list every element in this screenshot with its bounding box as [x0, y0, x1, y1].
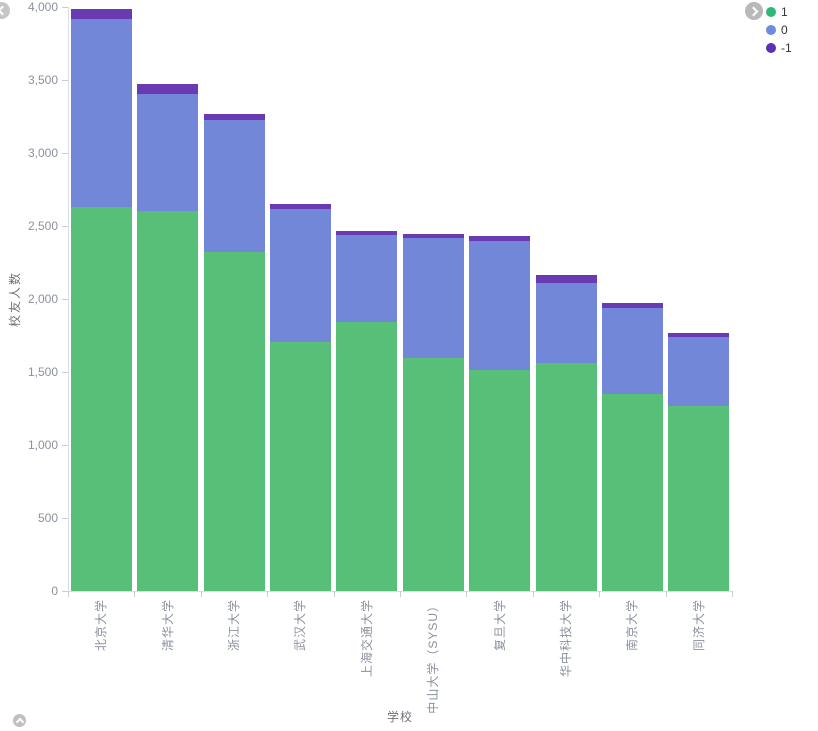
x-tick-label: 南京大学	[625, 599, 640, 652]
x-axis-title: 学校	[386, 710, 413, 724]
bar-segment-北京大学-1[interactable]	[70, 207, 132, 591]
x-axis-tick	[665, 591, 667, 597]
nav-left-button[interactable]	[0, 2, 10, 19]
bar-segment-武汉大学--1[interactable]	[269, 204, 331, 210]
x-axis-tick	[732, 591, 733, 597]
bar-segment-中山大学（SYSU）--1[interactable]	[402, 234, 464, 238]
chevron-left-icon	[0, 5, 8, 16]
legend-dot-icon	[766, 43, 776, 53]
y-axis-line	[68, 7, 69, 591]
x-axis-tick	[68, 591, 69, 597]
x-axis-tick	[267, 591, 269, 597]
legend-label: -1	[781, 41, 792, 55]
y-tick-label: 1,500	[27, 365, 58, 380]
legend-item-0[interactable]: 0	[766, 21, 792, 39]
bar-segment-华中科技大学-1[interactable]	[535, 362, 597, 591]
bar-segment-清华大学-1[interactable]	[137, 210, 199, 591]
x-tick-label: 北京大学	[94, 599, 109, 652]
x-axis-tick	[134, 591, 136, 597]
bar-segment-北京大学--1[interactable]	[70, 9, 132, 19]
y-axis-tick	[62, 445, 68, 447]
chevron-up-icon	[15, 717, 24, 726]
bar-segment-上海交通大学-0[interactable]	[336, 234, 398, 322]
bar-segment-武汉大学-1[interactable]	[269, 342, 331, 591]
legend-item--1[interactable]: -1	[766, 39, 792, 57]
y-axis-tick	[62, 153, 68, 155]
x-axis-tick	[599, 591, 601, 597]
scroll-up-button[interactable]	[13, 714, 26, 727]
bar-segment-清华大学-0[interactable]	[137, 94, 199, 211]
y-tick-label: 4,000	[27, 0, 58, 15]
legend-item-1[interactable]: 1	[766, 3, 792, 21]
bar-segment-浙江大学--1[interactable]	[203, 113, 265, 120]
bar-segment-复旦大学-0[interactable]	[469, 240, 531, 370]
legend-dot-icon	[766, 25, 776, 35]
x-axis-tick	[466, 591, 468, 597]
x-axis-tick	[200, 591, 202, 597]
y-axis-title: 校友人数	[8, 271, 22, 328]
bar-segment-复旦大学--1[interactable]	[469, 235, 531, 241]
legend-next-button[interactable]	[745, 2, 763, 20]
x-tick-label: 同济大学	[691, 599, 706, 652]
y-tick-label: 3,500	[27, 73, 58, 88]
bar-segment-中山大学（SYSU）-1[interactable]	[402, 357, 464, 591]
y-axis-tick	[62, 226, 68, 228]
x-tick-label: 上海交通大学	[359, 599, 374, 678]
bar-segment-中山大学（SYSU）-0[interactable]	[402, 237, 464, 358]
x-axis-tick	[400, 591, 401, 597]
legend: 1 0 -1	[766, 3, 792, 57]
bar-segment-同济大学--1[interactable]	[668, 333, 730, 338]
y-axis-tick	[62, 518, 68, 520]
bar-segment-北京大学-0[interactable]	[70, 18, 132, 208]
bar-segment-上海交通大学-1[interactable]	[336, 321, 398, 591]
bar-segment-同济大学-1[interactable]	[668, 405, 730, 591]
x-tick-label: 华中科技大学	[559, 599, 573, 678]
y-tick-label: 1,000	[27, 438, 58, 453]
bar-segment-复旦大学-1[interactable]	[469, 369, 531, 591]
bar-segment-南京大学--1[interactable]	[601, 302, 663, 308]
bar-segment-清华大学--1[interactable]	[137, 83, 199, 95]
x-axis-tick	[532, 591, 534, 597]
bar-segment-南京大学-0[interactable]	[601, 307, 663, 394]
x-tick-label: 武汉大学	[293, 599, 308, 652]
x-tick-label: 中山大学（SYSU）	[426, 599, 441, 714]
bar-segment-上海交通大学--1[interactable]	[336, 231, 398, 235]
y-tick-label: 500	[37, 511, 58, 526]
legend-label: 0	[781, 23, 788, 37]
bar-segment-武汉大学-0[interactable]	[269, 209, 331, 343]
legend-label: 1	[781, 5, 788, 19]
x-tick-label: 浙江大学	[227, 599, 241, 652]
y-axis-tick	[62, 372, 68, 374]
bar-segment-华中科技大学-0[interactable]	[535, 283, 597, 363]
x-tick-label: 清华大学	[160, 599, 175, 652]
y-axis-tick	[62, 80, 68, 82]
chevron-right-icon	[748, 6, 758, 16]
x-tick-label: 复旦大学	[492, 599, 507, 652]
legend-dot-icon	[766, 7, 776, 17]
bar-segment-浙江大学-0[interactable]	[203, 119, 265, 253]
x-axis-tick	[333, 591, 335, 597]
y-tick-label: 3,000	[27, 146, 58, 161]
y-tick-label: 2,000	[27, 292, 58, 307]
y-axis-tick	[62, 7, 68, 9]
bar-segment-南京大学-1[interactable]	[601, 394, 663, 591]
y-axis-tick	[62, 299, 68, 301]
y-axis-tick	[62, 591, 68, 592]
bar-segment-同济大学-0[interactable]	[668, 337, 730, 406]
bar-segment-浙江大学-1[interactable]	[203, 252, 265, 591]
y-tick-label: 2,500	[27, 219, 58, 234]
bar-segment-华中科技大学--1[interactable]	[535, 275, 597, 284]
y-tick-label: 0	[51, 584, 58, 598]
